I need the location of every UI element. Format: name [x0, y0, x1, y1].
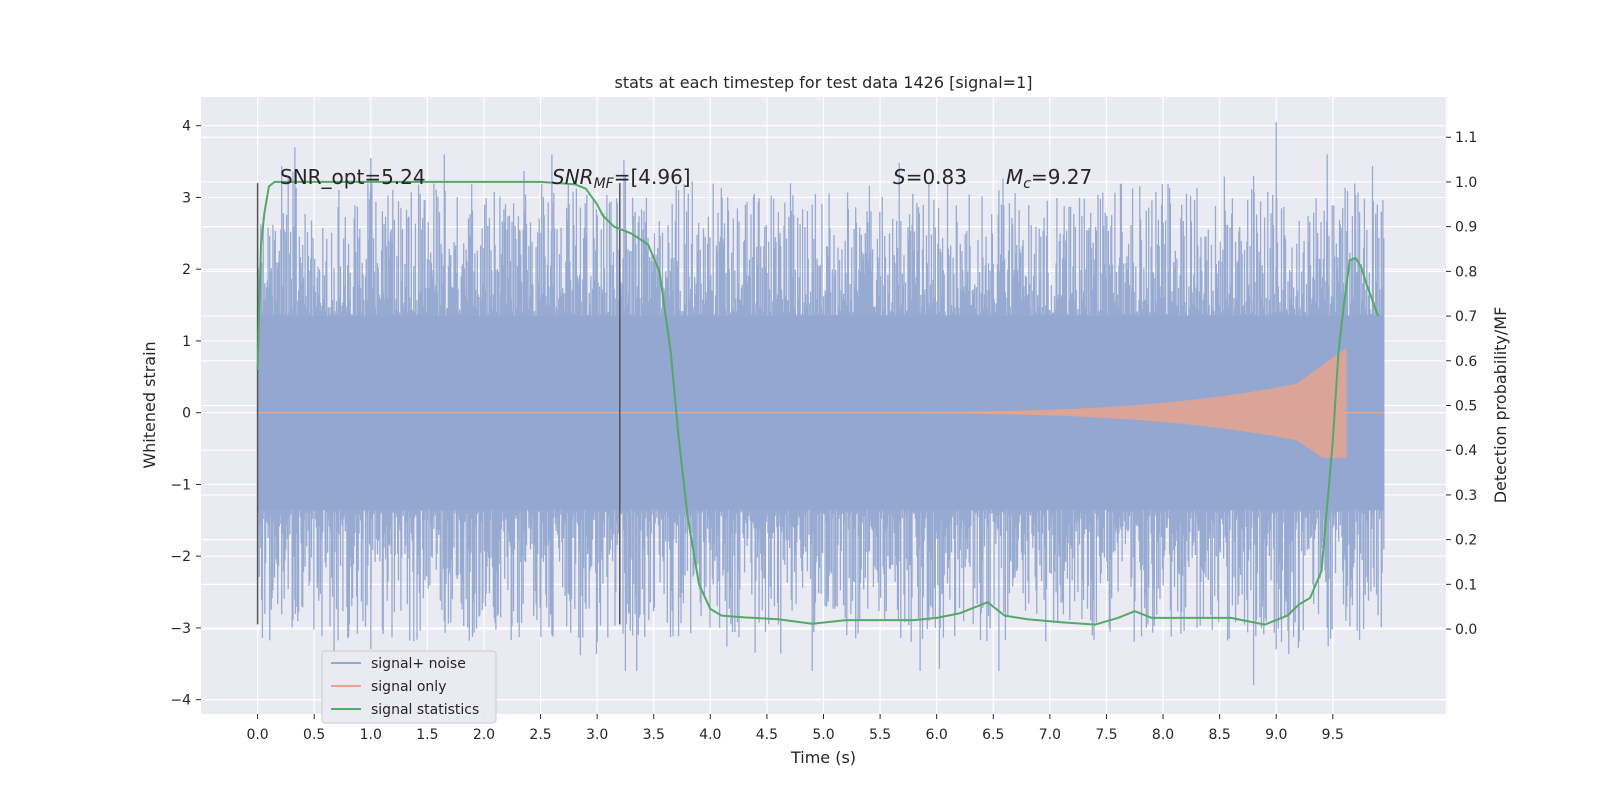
chart-title: stats at each timestep for test data 142… — [614, 73, 1032, 92]
y-tick-label: 2 — [182, 262, 191, 278]
x-tick-label: 0.5 — [303, 727, 325, 743]
x-tick-label: 4.5 — [756, 727, 778, 743]
stats-line — [256, 180, 1380, 626]
y-axis-ticks: 4 3 2 1 0 −1 −2 −3 −4 — [170, 119, 201, 709]
y2-tick-label: 0.9 — [1455, 220, 1477, 236]
mc-var: M — [1006, 165, 1023, 189]
x-tick-label: 1.5 — [416, 727, 438, 743]
y-tick-label: 1 — [182, 334, 191, 350]
s-var: S — [893, 165, 906, 189]
signal-only-series — [257, 348, 1384, 458]
x-tick-label: 2.5 — [529, 727, 551, 743]
y2-tick-label: 0.6 — [1455, 354, 1477, 370]
x-tick-label: 7.0 — [1039, 727, 1061, 743]
y-tick-label: −3 — [170, 621, 191, 637]
y2-tick-label: 0.3 — [1455, 488, 1477, 504]
x-axis-label: Time (s) — [790, 748, 856, 767]
y2-tick-label: 1.0 — [1455, 175, 1477, 191]
y2-tick-label: 0.2 — [1455, 533, 1477, 549]
y2-tick-label: 0.7 — [1455, 309, 1477, 325]
mc-value: =9.27 — [1031, 165, 1092, 189]
annotation-s: S=0.83 — [893, 165, 967, 189]
x-tick-label: 6.0 — [926, 727, 948, 743]
x-tick-label: 3.0 — [586, 727, 608, 743]
annotation-snr-opt: SNR_opt=5.24 — [280, 165, 426, 189]
legend-label-stats: signal statistics — [371, 702, 479, 718]
y-tick-label: −1 — [170, 477, 191, 493]
legend: signal+ noise signal only signal statist… — [321, 650, 497, 724]
snr-mf-sub: MF — [594, 176, 615, 192]
y2-tick-label: 0.4 — [1455, 443, 1477, 459]
annotation-mc: Mc=9.27 — [1006, 165, 1092, 192]
x-tick-label: 8.0 — [1152, 727, 1174, 743]
x-tick-label: 5.0 — [812, 727, 834, 743]
x-tick-label: 2.0 — [473, 727, 495, 743]
x-tick-label: 9.5 — [1322, 727, 1344, 743]
y-tick-label: 0 — [182, 406, 191, 422]
y2-tick-label: 0.0 — [1455, 622, 1477, 638]
legend-label-signal: signal only — [371, 679, 446, 695]
signal-statistics-series — [256, 180, 1380, 626]
y2-axis-label: Detection probability/MF — [1491, 307, 1510, 504]
signal-chirp — [846, 348, 1347, 458]
y-tick-label: −2 — [170, 549, 191, 565]
snr-mf-value: =[4.96] — [614, 165, 691, 189]
y2-tick-label: 0.8 — [1455, 264, 1477, 280]
x-tick-label: 4.0 — [699, 727, 721, 743]
y2-tick-label: 1.1 — [1455, 130, 1477, 146]
annotation-snr-mf: SNRMF=[4.96] — [552, 165, 691, 192]
y2-tick-label: 0.1 — [1455, 577, 1477, 593]
x-tick-label: 8.5 — [1209, 727, 1231, 743]
x-tick-label: 5.5 — [869, 727, 891, 743]
x-tick-label: 3.5 — [643, 727, 665, 743]
y-tick-label: 3 — [182, 190, 191, 206]
legend-label-noise: signal+ noise — [371, 656, 466, 672]
snr-mf-main: SNR — [552, 165, 594, 189]
y2-tick-label: 0.5 — [1455, 399, 1477, 415]
vertical-markers — [256, 183, 621, 625]
y-axis-label: Whitened strain — [140, 341, 159, 468]
mc-sub: c — [1023, 176, 1031, 192]
x-tick-label: 9.0 — [1265, 727, 1287, 743]
s-value: =0.83 — [906, 165, 967, 189]
y-tick-label: 4 — [182, 119, 191, 135]
x-tick-label: 6.5 — [982, 727, 1004, 743]
legend-box — [321, 650, 497, 724]
y2-axis-ticks: 1.1 1.0 0.9 0.8 0.7 0.6 0.5 0.4 0.3 0.2 0.1 0.0 — [1446, 130, 1477, 638]
x-tick-label: 7.5 — [1095, 727, 1117, 743]
y-tick-label: −4 — [170, 693, 191, 709]
x-tick-label: 0.0 — [246, 727, 268, 743]
x-axis-ticks: 0.0 0.5 1.0 1.5 2.0 2.5 3.0 3.5 4.0 4.5 5.0 5.5 6.0 6… — [246, 714, 1344, 743]
x-tick-label: 1.0 — [360, 727, 382, 743]
